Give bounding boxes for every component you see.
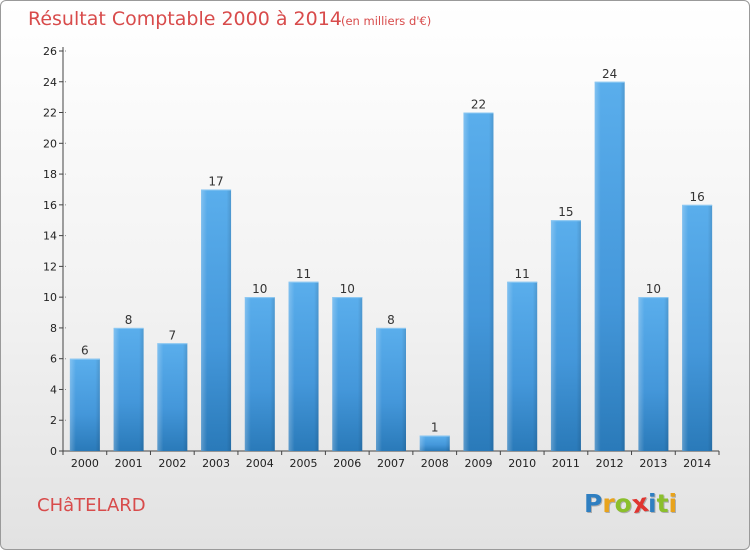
bar-group: 22	[463, 98, 494, 452]
x-tick-label: 2003	[202, 457, 230, 470]
data-label: 22	[471, 98, 486, 112]
bar-shade	[682, 204, 713, 451]
data-label: 8	[387, 313, 395, 327]
bar-shade	[244, 297, 275, 451]
data-label: 10	[646, 282, 661, 296]
bar-shade	[594, 81, 625, 452]
x-tick-label: 2000	[71, 457, 99, 470]
logo-letter: t	[656, 489, 669, 518]
bar-group: 8	[376, 313, 406, 451]
logo-letter: P	[584, 489, 603, 518]
data-label: 10	[340, 282, 355, 296]
chart-title: Résultat Comptable 2000 à 2014	[28, 8, 342, 30]
data-label: 11	[296, 267, 311, 281]
bar-shade	[419, 435, 450, 451]
bar-shade	[550, 220, 581, 451]
bar-group: 8	[113, 313, 144, 451]
x-tick-label: 2011	[552, 457, 580, 470]
logo-letter: o	[614, 489, 632, 518]
bar-group: 1	[419, 421, 450, 451]
data-label: 11	[515, 267, 530, 281]
bar-shade	[376, 327, 406, 451]
x-axis: 2000 2001 2002 2003 2004 2005 2006 2007 2008 2009…	[62, 450, 720, 470]
data-label: 24	[602, 67, 617, 81]
bar-shade	[157, 343, 188, 451]
y-tick-label: 18	[43, 168, 57, 181]
x-tick-label: 2013	[639, 457, 667, 470]
x-tick-label: 2001	[115, 457, 143, 470]
commune-name: CHâTELARD	[37, 495, 146, 516]
data-label: 10	[252, 282, 267, 296]
y-tick-label: 6	[50, 353, 57, 366]
x-tick-label: 2004	[246, 457, 274, 470]
y-tick-label: 0	[50, 445, 57, 458]
data-label: 1	[431, 421, 439, 435]
y-tick-label: 4	[50, 383, 57, 396]
data-label: 16	[689, 190, 704, 204]
bar-group: 10	[244, 282, 275, 451]
y-tick-label: 10	[43, 291, 57, 304]
bar-shade	[201, 189, 232, 451]
y-tick-label: 22	[43, 107, 57, 120]
bar-group: 11	[507, 267, 538, 451]
y-tick-label: 2	[50, 414, 57, 427]
bar-shade	[69, 358, 100, 451]
bar-group: 16	[682, 190, 713, 451]
chart-subtitle: (en milliers d'€)	[341, 14, 432, 28]
y-tick-label: 14	[43, 230, 57, 243]
bars: 6 8 7 17 10 11 10 8 1 22 11 15 24 10 16	[69, 67, 713, 452]
y-tick-label: 20	[43, 137, 57, 150]
x-tick-label: 2014	[683, 457, 711, 470]
bar-shade	[332, 297, 363, 451]
data-label: 17	[208, 174, 223, 188]
y-tick-label: 26	[43, 45, 57, 58]
data-label: 15	[558, 205, 573, 219]
y-tick-label: 16	[43, 199, 57, 212]
bar-group: 7	[157, 328, 188, 451]
bar-group: 10	[638, 282, 669, 451]
logo-letter: i	[648, 489, 657, 518]
x-tick-label: 2010	[508, 457, 536, 470]
y-tick-label: 8	[50, 322, 57, 335]
x-tick-label: 2012	[596, 457, 624, 470]
bar-group: 15	[550, 205, 581, 451]
bar-group: 11	[288, 267, 319, 451]
x-tick-label: 2008	[421, 457, 449, 470]
x-tick-label: 2005	[290, 457, 318, 470]
logo-letter: i	[668, 489, 678, 518]
bar-shade	[288, 281, 319, 451]
y-tick-label: 12	[43, 260, 57, 273]
x-tick-label: 2006	[333, 457, 361, 470]
bar-group: 24	[594, 67, 625, 452]
bar-shade	[463, 112, 494, 452]
x-tick-label: 2009	[464, 457, 492, 470]
bar-shade	[113, 327, 144, 451]
x-tick-label: 2007	[377, 457, 405, 470]
bar-shade	[638, 297, 669, 451]
bar-shade	[507, 281, 538, 451]
bar-group: 6	[69, 344, 100, 451]
data-label: 6	[81, 344, 89, 358]
y-tick-label: 24	[43, 76, 57, 89]
proxiti-logo: Proxiti	[584, 488, 678, 519]
bar-group: 10	[332, 282, 363, 451]
logo-letter: r	[602, 489, 615, 518]
bar-group: 17	[201, 174, 232, 451]
x-tick-label: 2002	[158, 457, 186, 470]
data-label: 8	[125, 313, 133, 327]
data-label: 7	[169, 328, 177, 342]
